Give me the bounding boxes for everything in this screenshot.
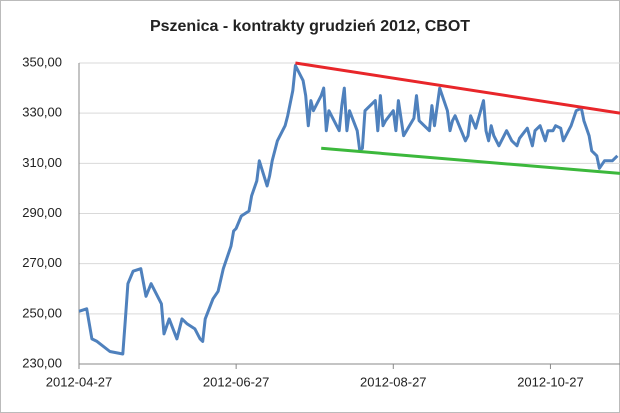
x-tick-label: 2012-06-27 — [203, 374, 270, 389]
trend-line — [321, 146, 620, 175]
y-tick-label: 230,00 — [22, 355, 62, 370]
y-tick-label: 270,00 — [22, 255, 62, 270]
y-tick-label: 330,00 — [22, 105, 62, 120]
x-tick-label: 2012-04-27 — [46, 374, 113, 389]
y-tick-label: 250,00 — [22, 305, 62, 320]
price-line — [78, 64, 619, 356]
x-tick-label: 2012-08-27 — [360, 374, 427, 389]
trend-line — [295, 61, 620, 115]
chart-title: Pszenica - kontrakty grudzień 2012, CBOT — [150, 18, 470, 35]
y-tick-label: 290,00 — [22, 205, 62, 220]
y-tick-label: 310,00 — [22, 155, 62, 170]
x-tick-label: 2012-10-27 — [517, 374, 584, 389]
y-tick-label: 350,00 — [22, 54, 62, 69]
